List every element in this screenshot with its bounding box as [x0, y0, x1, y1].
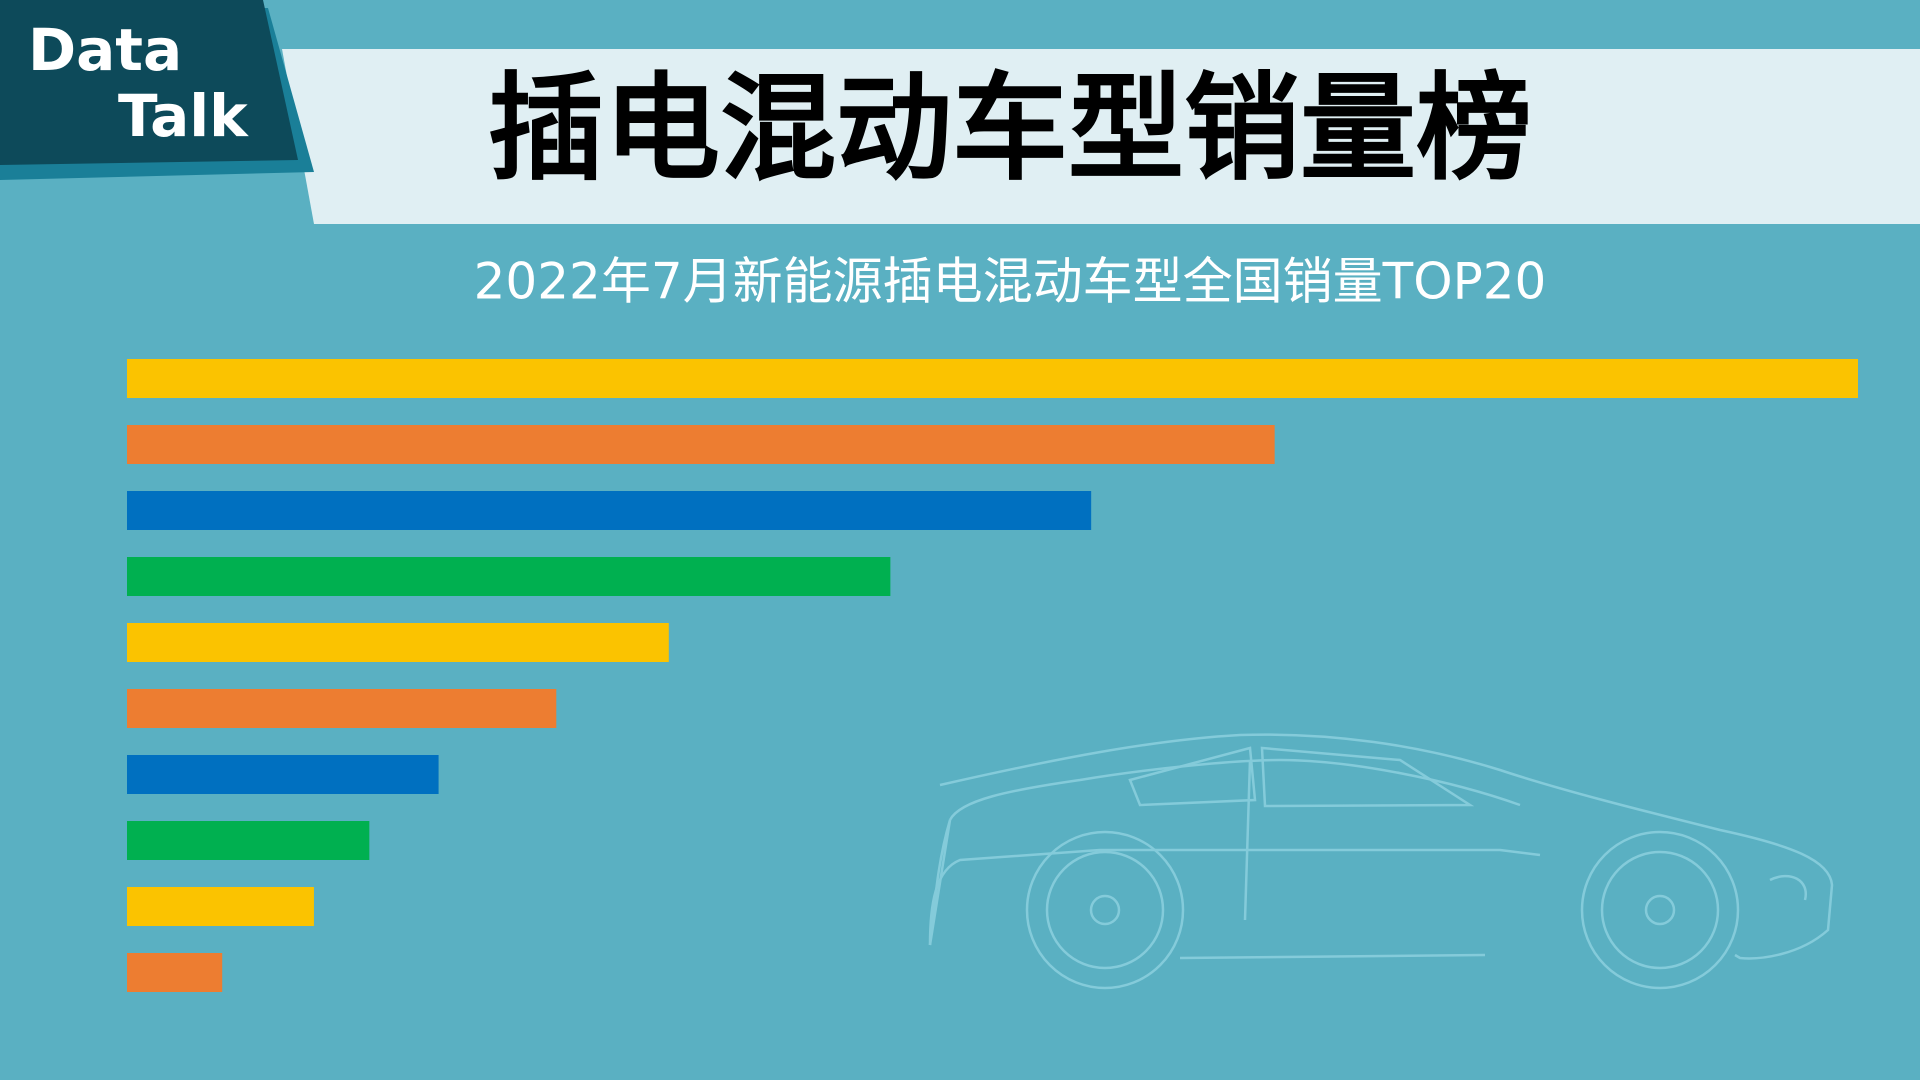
- bar: [127, 821, 370, 860]
- title-banner: [282, 49, 1920, 224]
- badge: [0, 0, 298, 165]
- badge-line2: Talk: [118, 82, 249, 150]
- bar: [127, 359, 1858, 398]
- bar: [127, 623, 669, 662]
- bar: [127, 557, 891, 596]
- bar: [127, 953, 223, 992]
- bar: [127, 689, 557, 728]
- badge-line1: Data: [28, 16, 182, 84]
- chart-title: 插电混动车型销量榜: [488, 62, 1532, 197]
- bar: [127, 887, 314, 926]
- bar: [127, 425, 1275, 464]
- bar: [127, 491, 1092, 530]
- chart-subtitle: 2022年7月新能源插电混动车型全国销量TOP20: [474, 253, 1547, 311]
- bar: [127, 755, 439, 794]
- car-outline: [928, 733, 1834, 990]
